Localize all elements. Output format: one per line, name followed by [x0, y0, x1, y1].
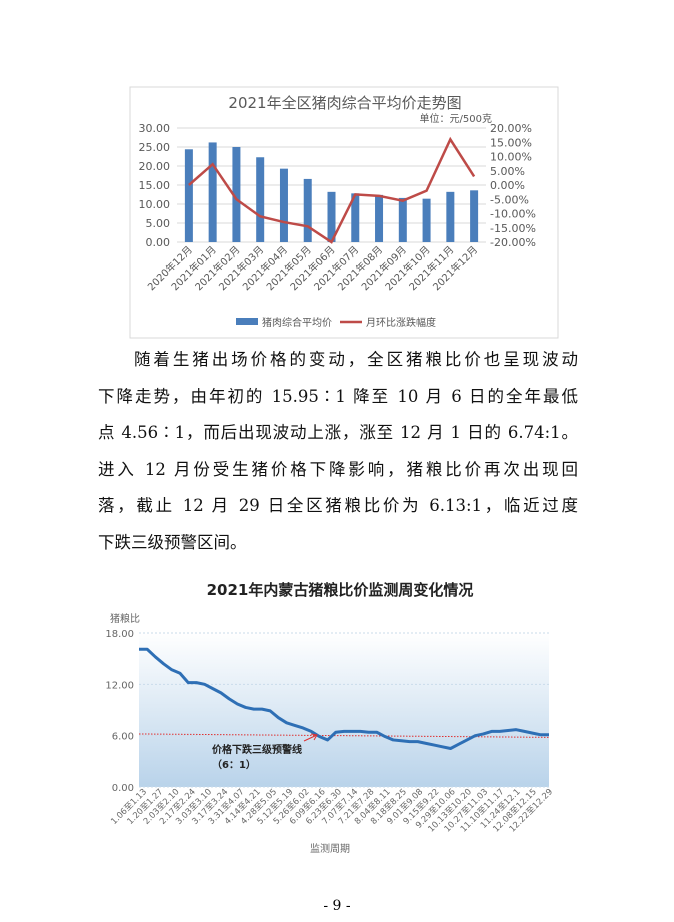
body-paragraph: 随着生猪出场价格的变动，全区猪粮比价也呈现波动 下降走势，由年初的 15.95∶…: [98, 342, 578, 562]
bar: [422, 198, 431, 242]
right-axis-tick: 20.00%: [490, 122, 532, 135]
left-axis-tick: 30.00: [139, 122, 171, 135]
bar: [446, 191, 455, 242]
y-axis-tick: 0.00: [112, 783, 134, 794]
right-axis-tick: 5.00%: [490, 165, 525, 178]
paragraph-line: 下降走势，由年初的 15.95∶1 降至 10 月 6 日的全年最低: [98, 386, 578, 406]
y-axis-label: 猪粮比: [110, 612, 140, 625]
paragraph-line: 落，截止 12 月 29 日全区猪粮比价为 6.13:1，临近过度: [98, 496, 578, 516]
right-axis-tick: -15.00%: [490, 222, 536, 235]
right-axis-tick: 0.00%: [490, 179, 525, 192]
bar: [184, 149, 193, 242]
right-axis-tick: -10.00%: [490, 208, 536, 221]
chart-frame: [129, 86, 559, 339]
left-axis-tick: 20.00: [139, 160, 171, 173]
bar: [470, 190, 479, 242]
bar: [303, 178, 312, 242]
y-axis-tick: 12.00: [105, 680, 134, 691]
y-axis-tick: 6.00: [112, 732, 134, 743]
bar: [398, 197, 407, 242]
right-axis-tick: -5.00%: [490, 193, 529, 206]
right-axis-tick: 10.00%: [490, 151, 532, 164]
paragraph-line: 进入 12 月份受生猪价格下降影响，猪粮比价再次出现回: [98, 459, 578, 479]
bar: [375, 194, 384, 242]
bar: [327, 191, 336, 242]
bar: [208, 142, 217, 242]
bar: [232, 147, 241, 242]
legend-bar-swatch: [236, 318, 258, 325]
right-axis-tick: 15.00%: [490, 136, 532, 149]
warning-label: （6：1）: [212, 758, 256, 771]
chart-title: 2021年内蒙古猪粮比价监测周变化情况: [207, 581, 474, 599]
y-axis-tick: 18.00: [105, 629, 134, 640]
paragraph-line: 点 4.56∶1，而后出现波动上涨，涨至 12 月 1 日的 6.74:1。: [98, 423, 578, 443]
left-axis-tick: 5.00: [146, 217, 171, 230]
left-axis-tick: 25.00: [139, 141, 171, 154]
left-axis-tick: 0.00: [146, 236, 171, 249]
bar: [256, 157, 265, 242]
warning-line: [138, 733, 550, 738]
right-axis-tick: -20.00%: [490, 236, 536, 249]
paragraph-line: 随着生猪出场价格的变动，全区猪粮比价也呈现波动: [134, 350, 578, 369]
bar: [279, 168, 288, 242]
left-axis-tick: 15.00: [139, 179, 171, 192]
bar: [351, 193, 360, 242]
annotation-arrow: [303, 734, 318, 742]
chart-title: 2021年全区猪肉综合平均价走势图: [228, 94, 461, 112]
left-axis-tick: 10.00: [139, 198, 171, 211]
plot-area: [139, 633, 549, 787]
arrow-head-icon: [310, 733, 318, 741]
legend-label: 月环比涨跌幅度: [366, 316, 436, 329]
unit-note: 单位：元/500克: [420, 112, 492, 125]
paragraph-line: 下跌三级预警区间。: [98, 532, 247, 552]
warning-label: 价格下跌三级预警线: [212, 743, 302, 756]
legend-label: 猪肉综合平均价: [262, 316, 332, 329]
x-axis-title: 监测周期: [310, 842, 350, 855]
page-number: - 9 -: [323, 898, 351, 914]
